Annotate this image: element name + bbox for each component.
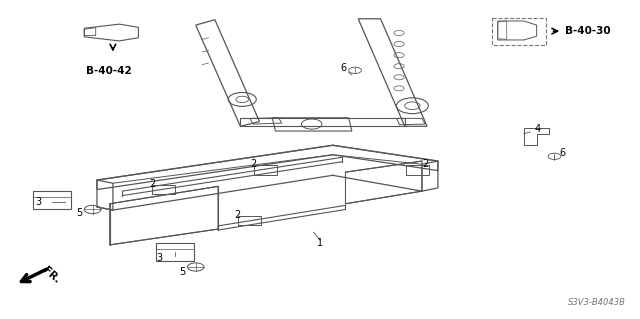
Text: 2: 2 (234, 210, 240, 220)
Text: 1: 1 (317, 238, 323, 248)
Text: 6: 6 (340, 63, 347, 73)
Text: 5: 5 (76, 208, 83, 218)
Text: 6: 6 (559, 148, 565, 158)
Text: 2: 2 (422, 159, 428, 169)
Text: B-40-30: B-40-30 (564, 26, 611, 36)
Text: B-40-42: B-40-42 (86, 66, 132, 76)
Text: FR.: FR. (41, 265, 62, 286)
Text: 5: 5 (179, 267, 186, 277)
Text: S3V3-B4043B: S3V3-B4043B (568, 298, 626, 307)
Text: 2: 2 (250, 159, 256, 169)
Text: 3: 3 (35, 197, 42, 207)
Text: 4: 4 (535, 124, 541, 135)
Text: 2: 2 (149, 179, 156, 189)
Text: 3: 3 (156, 253, 163, 263)
